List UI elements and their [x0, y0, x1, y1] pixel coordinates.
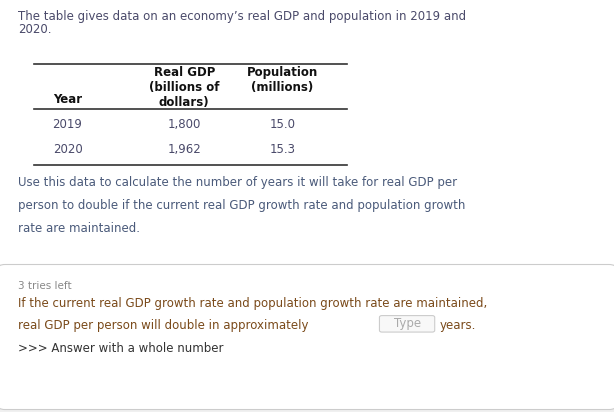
Text: >>> Answer with a whole number: >>> Answer with a whole number	[18, 342, 224, 355]
Text: Year: Year	[53, 93, 82, 106]
Text: 15.3: 15.3	[270, 143, 295, 156]
Text: 2020: 2020	[53, 143, 82, 156]
Text: Type: Type	[394, 317, 421, 330]
Text: rate are maintained.: rate are maintained.	[18, 222, 141, 235]
Text: person to double if the current real GDP growth rate and population growth: person to double if the current real GDP…	[18, 199, 466, 212]
Text: 1,800: 1,800	[168, 118, 201, 131]
Text: 15.0: 15.0	[270, 118, 295, 131]
Text: 2020.: 2020.	[18, 23, 52, 36]
Text: real GDP per person will double in approximately: real GDP per person will double in appro…	[18, 319, 309, 332]
Text: 2019: 2019	[53, 118, 82, 131]
Text: If the current real GDP growth rate and population growth rate are maintained,: If the current real GDP growth rate and …	[18, 297, 488, 311]
Text: 1,962: 1,962	[168, 143, 201, 156]
Text: Population
(millions): Population (millions)	[247, 66, 318, 94]
Text: The table gives data on an economy’s real GDP and population in 2019 and: The table gives data on an economy’s rea…	[18, 10, 467, 23]
Text: years.: years.	[440, 319, 476, 332]
Text: 3 tries left: 3 tries left	[18, 281, 72, 291]
Text: Real GDP
(billions of
dollars): Real GDP (billions of dollars)	[149, 66, 219, 109]
Text: Use this data to calculate the number of years it will take for real GDP per: Use this data to calculate the number of…	[18, 176, 457, 190]
